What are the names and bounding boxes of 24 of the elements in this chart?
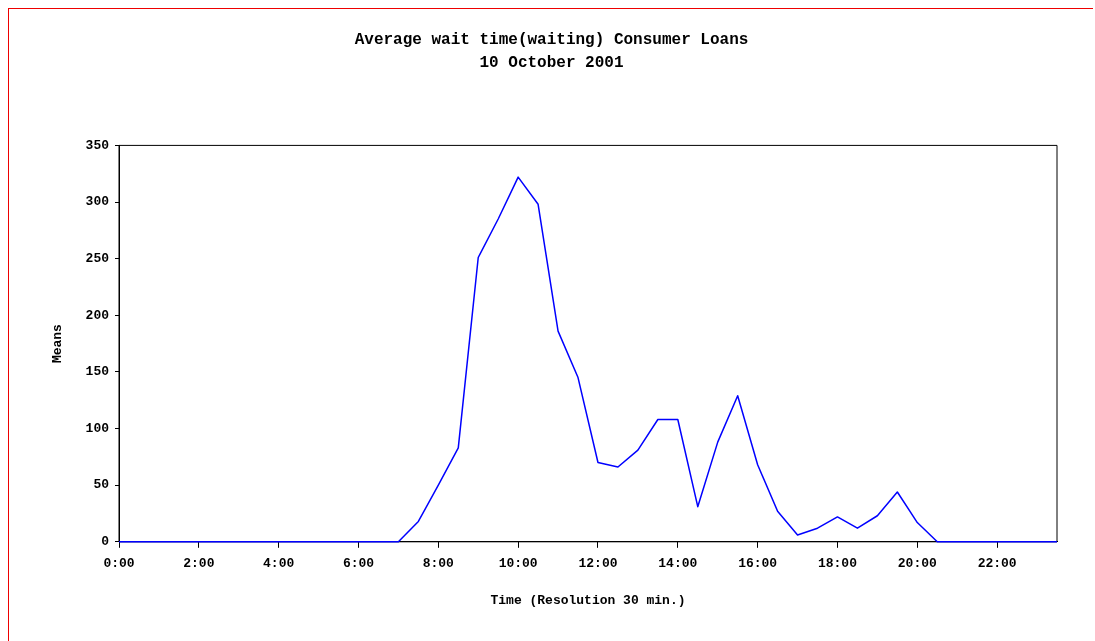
y-tick-label: 0 <box>101 534 110 550</box>
x-tick-label: 22:00 <box>977 555 1017 571</box>
x-tick-label: 8:00 <box>422 555 455 571</box>
x-axis-title: Time (Resolution 30 min.) <box>490 593 686 609</box>
x-tick-label: 0:00 <box>103 555 135 571</box>
x-tick-label: 10:00 <box>498 555 538 571</box>
y-tick-label: 300 <box>85 194 110 210</box>
y-tick-label: 50 <box>93 477 110 493</box>
y-tick-label: 250 <box>85 250 110 266</box>
y-axis-title: Means <box>50 323 66 364</box>
x-tick-label: 2:00 <box>183 555 215 571</box>
x-tick-label: 12:00 <box>578 555 618 571</box>
x-tick-label: 16:00 <box>738 555 778 571</box>
x-tick-label: 20:00 <box>897 555 937 571</box>
x-tick-label: 6:00 <box>342 555 375 571</box>
x-tick-label: 18:00 <box>817 555 858 571</box>
chart-subtitle: 10 October 2001 <box>479 53 624 72</box>
y-tick-label: 100 <box>85 420 110 436</box>
x-tick-label: 14:00 <box>658 555 698 571</box>
x-tick-label: 4:00 <box>263 555 295 571</box>
y-tick-label: 150 <box>85 364 110 380</box>
chart-title: Average wait time(waiting) Consumer Loans <box>354 30 749 49</box>
y-tick-label: 350 <box>85 137 110 153</box>
y-tick-label: 200 <box>85 307 110 323</box>
